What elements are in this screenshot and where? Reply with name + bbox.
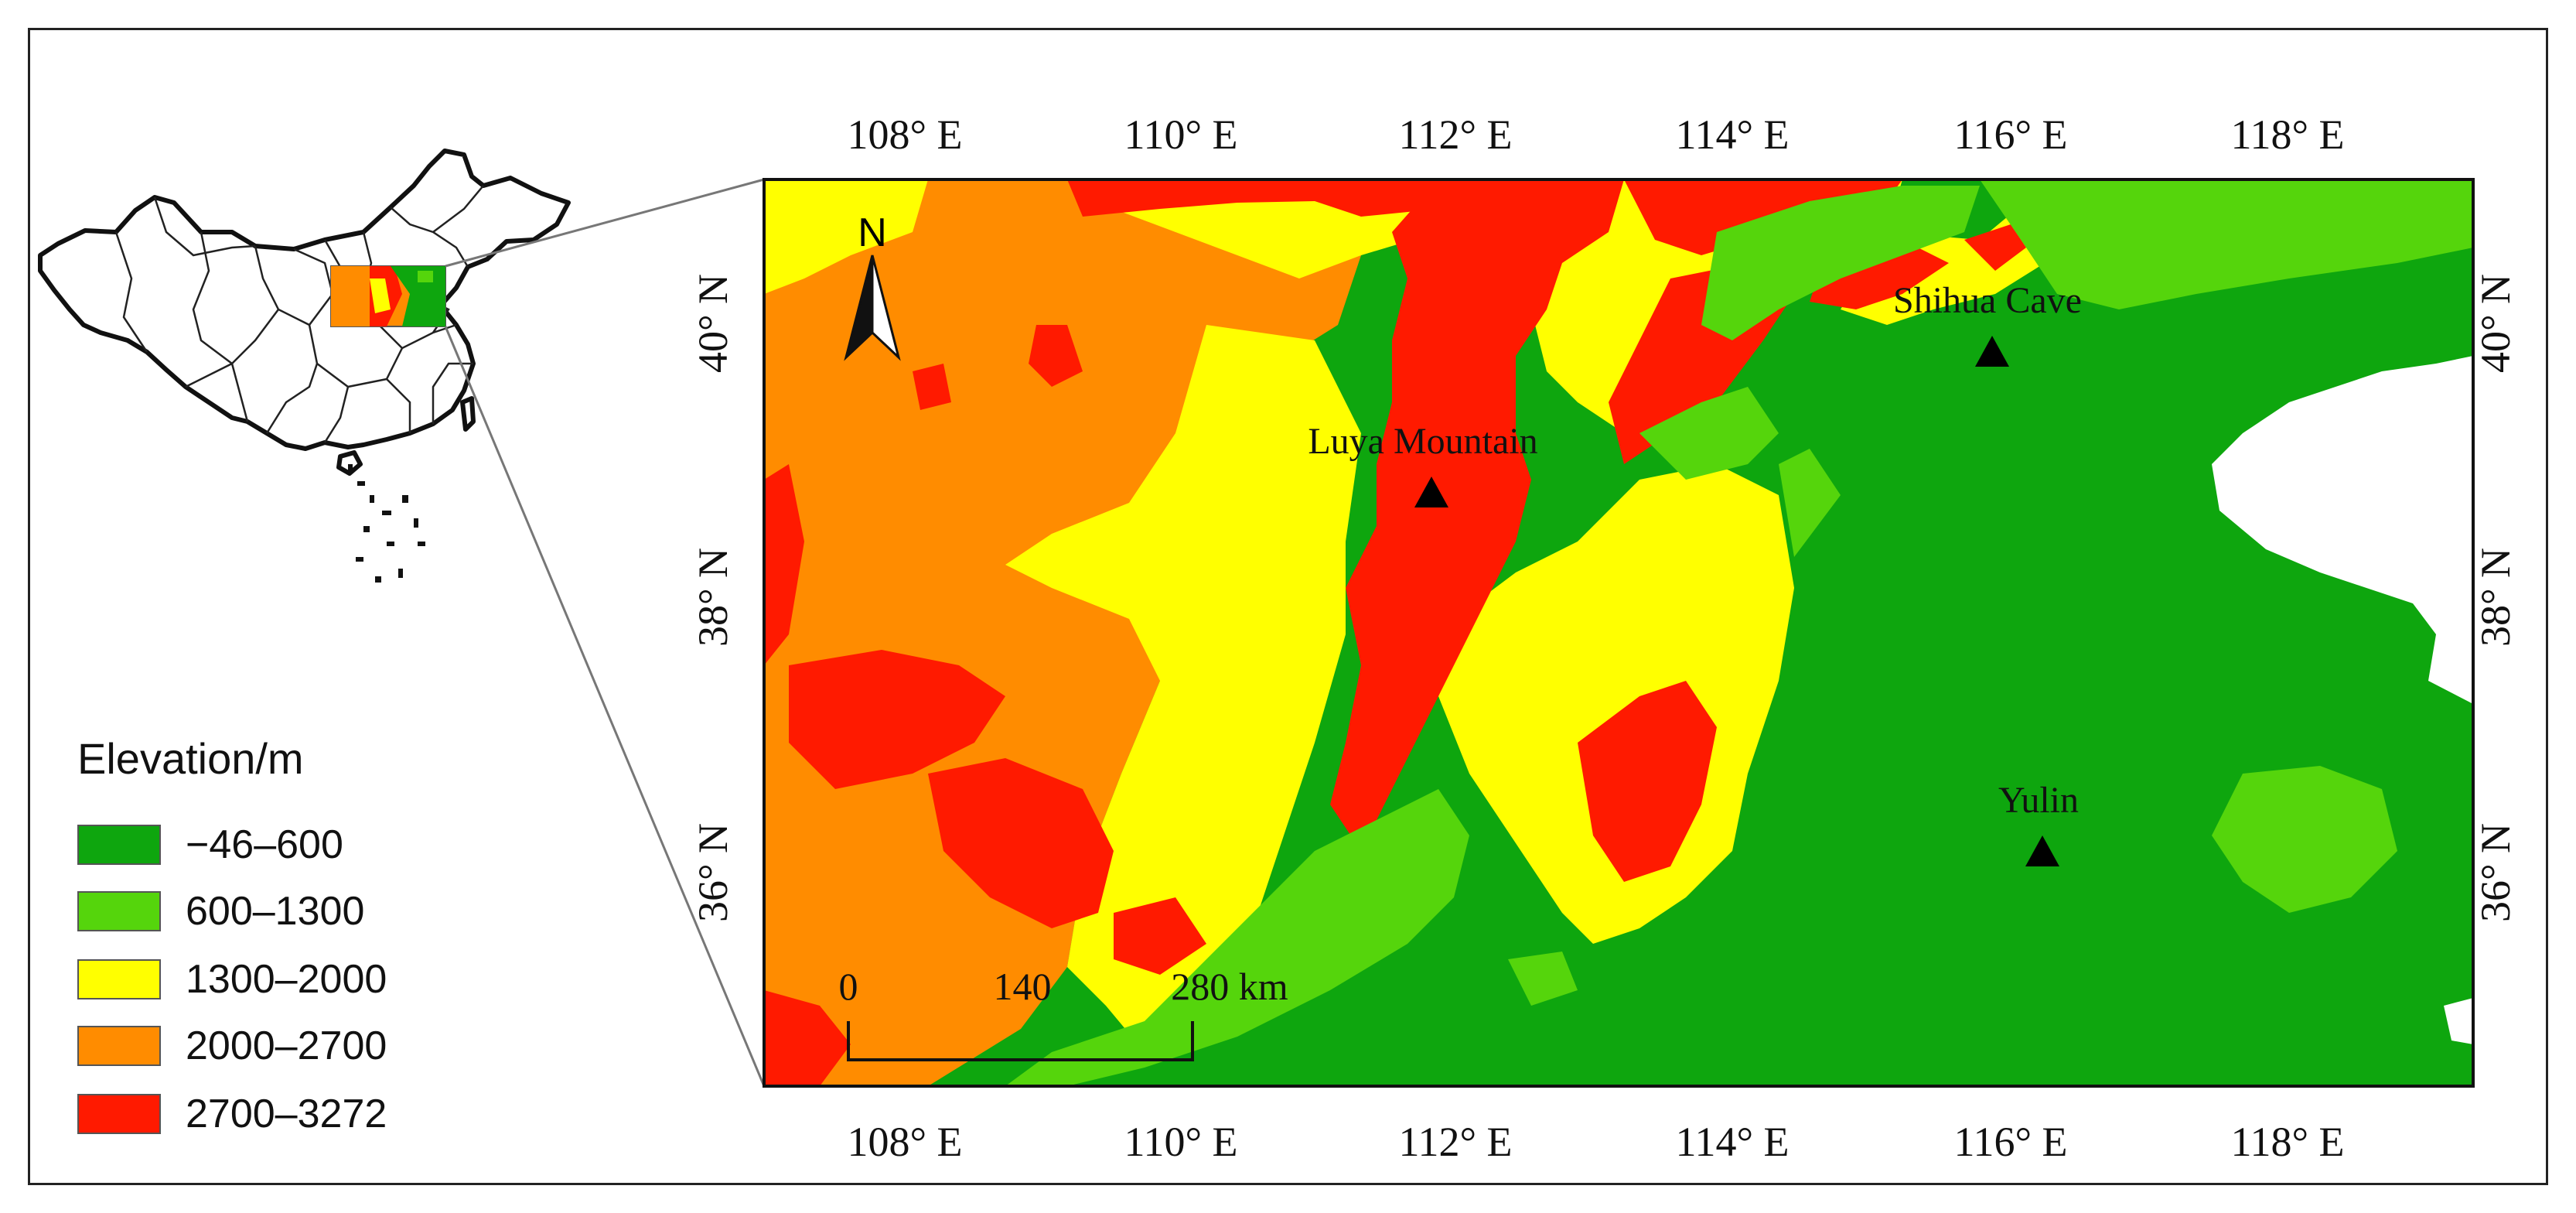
lat-tick-left: 36° N (690, 823, 736, 922)
lon-tick-bottom: 114° E (1675, 1119, 1789, 1165)
elevation-zone-lightgreen (1005, 179, 2473, 1086)
lon-tick-top: 112° E (1398, 111, 1512, 158)
legend-swatch (77, 825, 161, 865)
legend-swatch (77, 959, 161, 999)
scale-label-0: 0 (839, 965, 858, 1008)
triangle-marker-icon (1414, 477, 1448, 507)
hainan-island (336, 450, 363, 476)
taiwan-island (460, 396, 476, 432)
lat-tick-left: 38° N (690, 548, 736, 647)
lat-tick-right: 40° N (2472, 274, 2519, 373)
figure-frame (28, 28, 2548, 1185)
site-markers: Shihua Cave Luya Mountain Yulin (1308, 280, 2082, 866)
scale-label-280: 280 km (1171, 965, 1288, 1008)
lon-tick-bottom: 110° E (1124, 1119, 1237, 1165)
lat-tick-left: 40° N (690, 274, 736, 373)
lon-tick-top: 116° E (1953, 111, 2067, 158)
legend-label: 1300–2000 (186, 957, 387, 1002)
lon-tick-bottom: 108° E (847, 1119, 962, 1165)
legend-item: 600–1300 (77, 888, 364, 935)
china-outline (38, 149, 571, 451)
north-arrow-label: N (858, 210, 887, 255)
lat-labels-left: 40° N 38° N 36° N (690, 274, 736, 922)
lon-tick-bottom: 118° E (2230, 1119, 2344, 1165)
lon-tick-bottom: 112° E (1398, 1119, 1512, 1165)
legend-item: 2000–2700 (77, 1023, 387, 1069)
lon-tick-bottom: 116° E (1953, 1119, 2067, 1165)
lon-tick-top: 118° E (2230, 111, 2344, 158)
bohai-sea (2212, 356, 2473, 704)
legend-label: 600–1300 (186, 889, 365, 934)
site-shihua-cave: Shihua Cave (1893, 280, 2082, 367)
scale-bar: 0 140 280 km (839, 965, 1288, 1061)
lon-labels-top: 108° E 110° E 112° E 114° E 116° E 118° … (847, 111, 2344, 158)
lat-tick-right: 38° N (2472, 548, 2519, 647)
site-label: Shihua Cave (1893, 280, 2082, 321)
lon-labels-bottom: 108° E 110° E 112° E 114° E 116° E 118° … (847, 1119, 2344, 1165)
inset-connectors (444, 178, 766, 1087)
site-label: Luya Mountain (1308, 421, 1537, 462)
legend-title: Elevation/m (77, 734, 304, 783)
lon-tick-top: 108° E (847, 111, 962, 158)
legend-swatch (77, 1026, 161, 1066)
lon-tick-top: 114° E (1675, 111, 1789, 158)
legend-label: −46–600 (186, 822, 343, 867)
triangle-marker-icon (2025, 835, 2059, 866)
legend-item: 2700–3272 (77, 1091, 387, 1137)
lat-tick-right: 36° N (2472, 823, 2519, 922)
triangle-marker-icon (1975, 336, 2009, 367)
south-sea-islands (348, 464, 425, 583)
elevation-map (764, 179, 2473, 1086)
china-inset-map (38, 149, 571, 476)
lon-tick-top: 110° E (1124, 111, 1237, 158)
legend-swatch (77, 891, 161, 931)
north-arrow: N (844, 210, 901, 361)
site-yulin: Yulin (1998, 780, 2079, 866)
legend-item: −46–600 (77, 822, 343, 868)
site-luya-mountain: Luya Mountain (1308, 421, 1538, 507)
scale-bar-line (847, 1021, 1194, 1061)
legend-label: 2700–3272 (186, 1092, 387, 1136)
scale-label-140: 140 (994, 965, 1052, 1008)
map-border (763, 178, 2475, 1088)
legend-label: 2000–2700 (186, 1023, 387, 1068)
site-label: Yulin (1998, 780, 2079, 821)
legend-swatch (77, 1094, 161, 1134)
study-area-inset (330, 265, 446, 327)
legend-item: 1300–2000 (77, 956, 387, 1003)
lat-labels-right: 40° N 38° N 36° N (2472, 274, 2519, 922)
